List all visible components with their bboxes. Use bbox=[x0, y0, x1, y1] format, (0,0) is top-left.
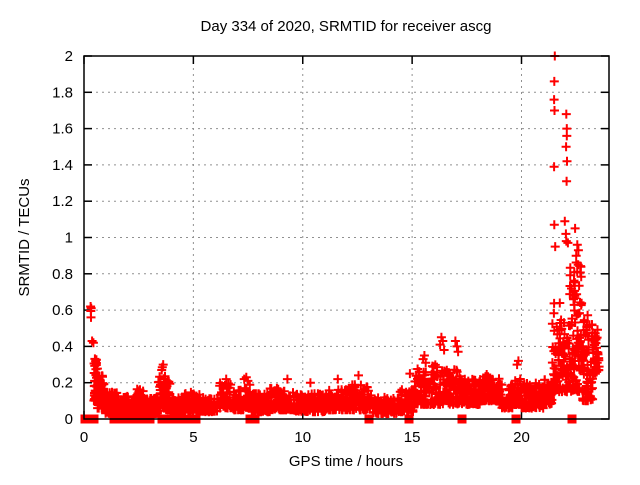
y-tick-label: 0.8 bbox=[52, 266, 73, 283]
x-tick-label: 5 bbox=[189, 429, 197, 446]
y-tick-label: 0.6 bbox=[52, 302, 73, 319]
tick-labels: 00.20.40.60.811.21.41.61.820 5 10 15 20 bbox=[52, 48, 530, 446]
y-axis-label: SRMTID / TECUs bbox=[16, 178, 33, 296]
plus-markers bbox=[86, 51, 604, 420]
y-tick-label: 0 bbox=[65, 411, 73, 428]
chart-title: Day 334 of 2020, SRMTID for receiver asc… bbox=[201, 18, 492, 35]
grid-lines bbox=[84, 56, 609, 419]
y-tick-label: 1.8 bbox=[52, 84, 73, 101]
y-tick-label: 1 bbox=[65, 230, 73, 247]
y-tick-label: 1.4 bbox=[52, 157, 73, 174]
y-tick-label: 0.4 bbox=[52, 338, 73, 355]
x-tick-label: 15 bbox=[404, 429, 421, 446]
y-tick-label: 0.2 bbox=[52, 375, 73, 392]
y-tick-label: 2 bbox=[65, 48, 73, 65]
x-axis-label: GPS time / hours bbox=[289, 453, 403, 470]
x-tick-label: 0 bbox=[80, 429, 88, 446]
x-tick-label: 20 bbox=[513, 429, 530, 446]
plot-frame bbox=[83, 55, 610, 420]
x-tick-label: 10 bbox=[294, 429, 311, 446]
y-tick-label: 1.2 bbox=[52, 193, 73, 210]
plot-border bbox=[83, 55, 610, 420]
y-tick-label: 1.6 bbox=[52, 121, 73, 138]
